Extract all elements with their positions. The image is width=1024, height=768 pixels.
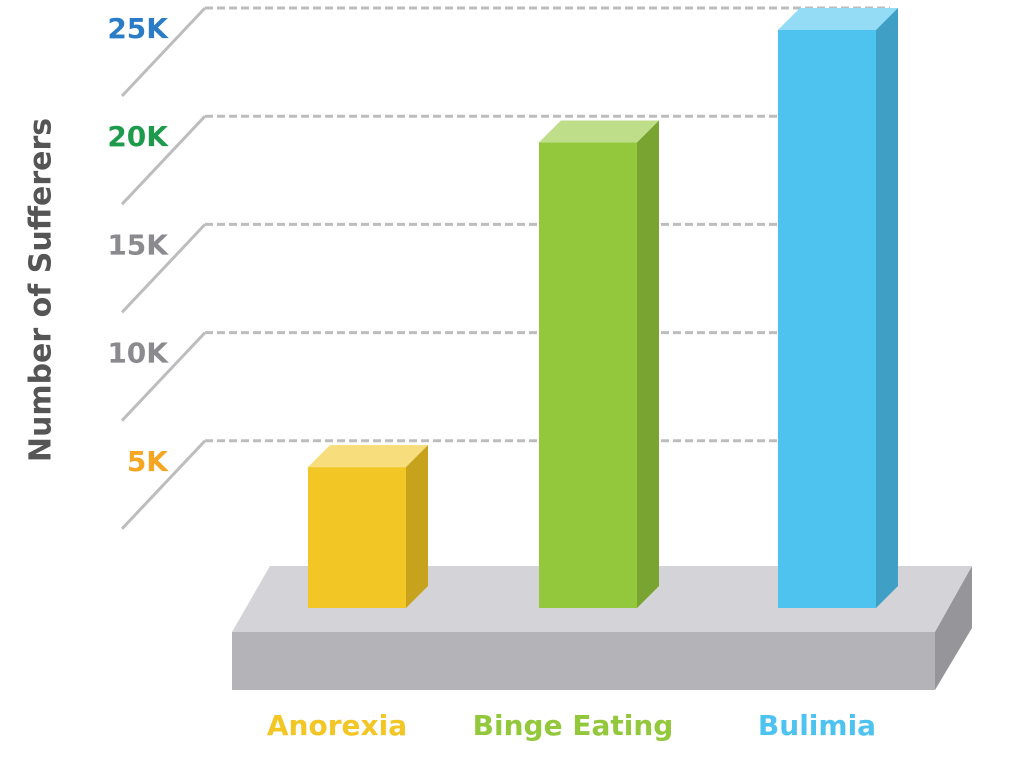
y-axis-title: Number of Sufferers [24, 118, 59, 462]
bar-side-shade [876, 8, 898, 608]
grid-line-diagonal [120, 223, 207, 314]
bar-top [308, 445, 428, 468]
bar [778, 30, 876, 608]
y-tick-label: 25K [107, 12, 169, 45]
bar [308, 467, 406, 608]
bar [539, 142, 637, 608]
x-tick-label: Anorexia [267, 709, 407, 742]
bar-top [539, 120, 659, 143]
bar-side [876, 8, 898, 608]
x-tick-label: Bulimia [758, 709, 876, 742]
bar-top-shade [539, 120, 659, 143]
bar-top [778, 8, 898, 30]
grid-line-diagonal [120, 6, 207, 98]
grid-line-diagonal [120, 331, 207, 422]
y-tick-label: 20K [107, 120, 169, 153]
bar-top-shade [308, 445, 428, 468]
y-tick-label: 10K [107, 337, 169, 370]
bar-side [406, 445, 428, 608]
x-tick-label: Binge Eating [473, 709, 674, 742]
bar-side [637, 120, 659, 608]
grid-line-diagonal [120, 439, 207, 530]
bar-side-shade [406, 445, 428, 608]
platform-front [232, 632, 935, 690]
grid-line-diagonal [120, 115, 207, 206]
bar-side-shade [637, 120, 659, 608]
bar-top-shade [778, 8, 898, 30]
platform-side [935, 566, 972, 690]
y-tick-label: 15K [107, 228, 169, 261]
y-tick-label: 5K [127, 445, 169, 478]
